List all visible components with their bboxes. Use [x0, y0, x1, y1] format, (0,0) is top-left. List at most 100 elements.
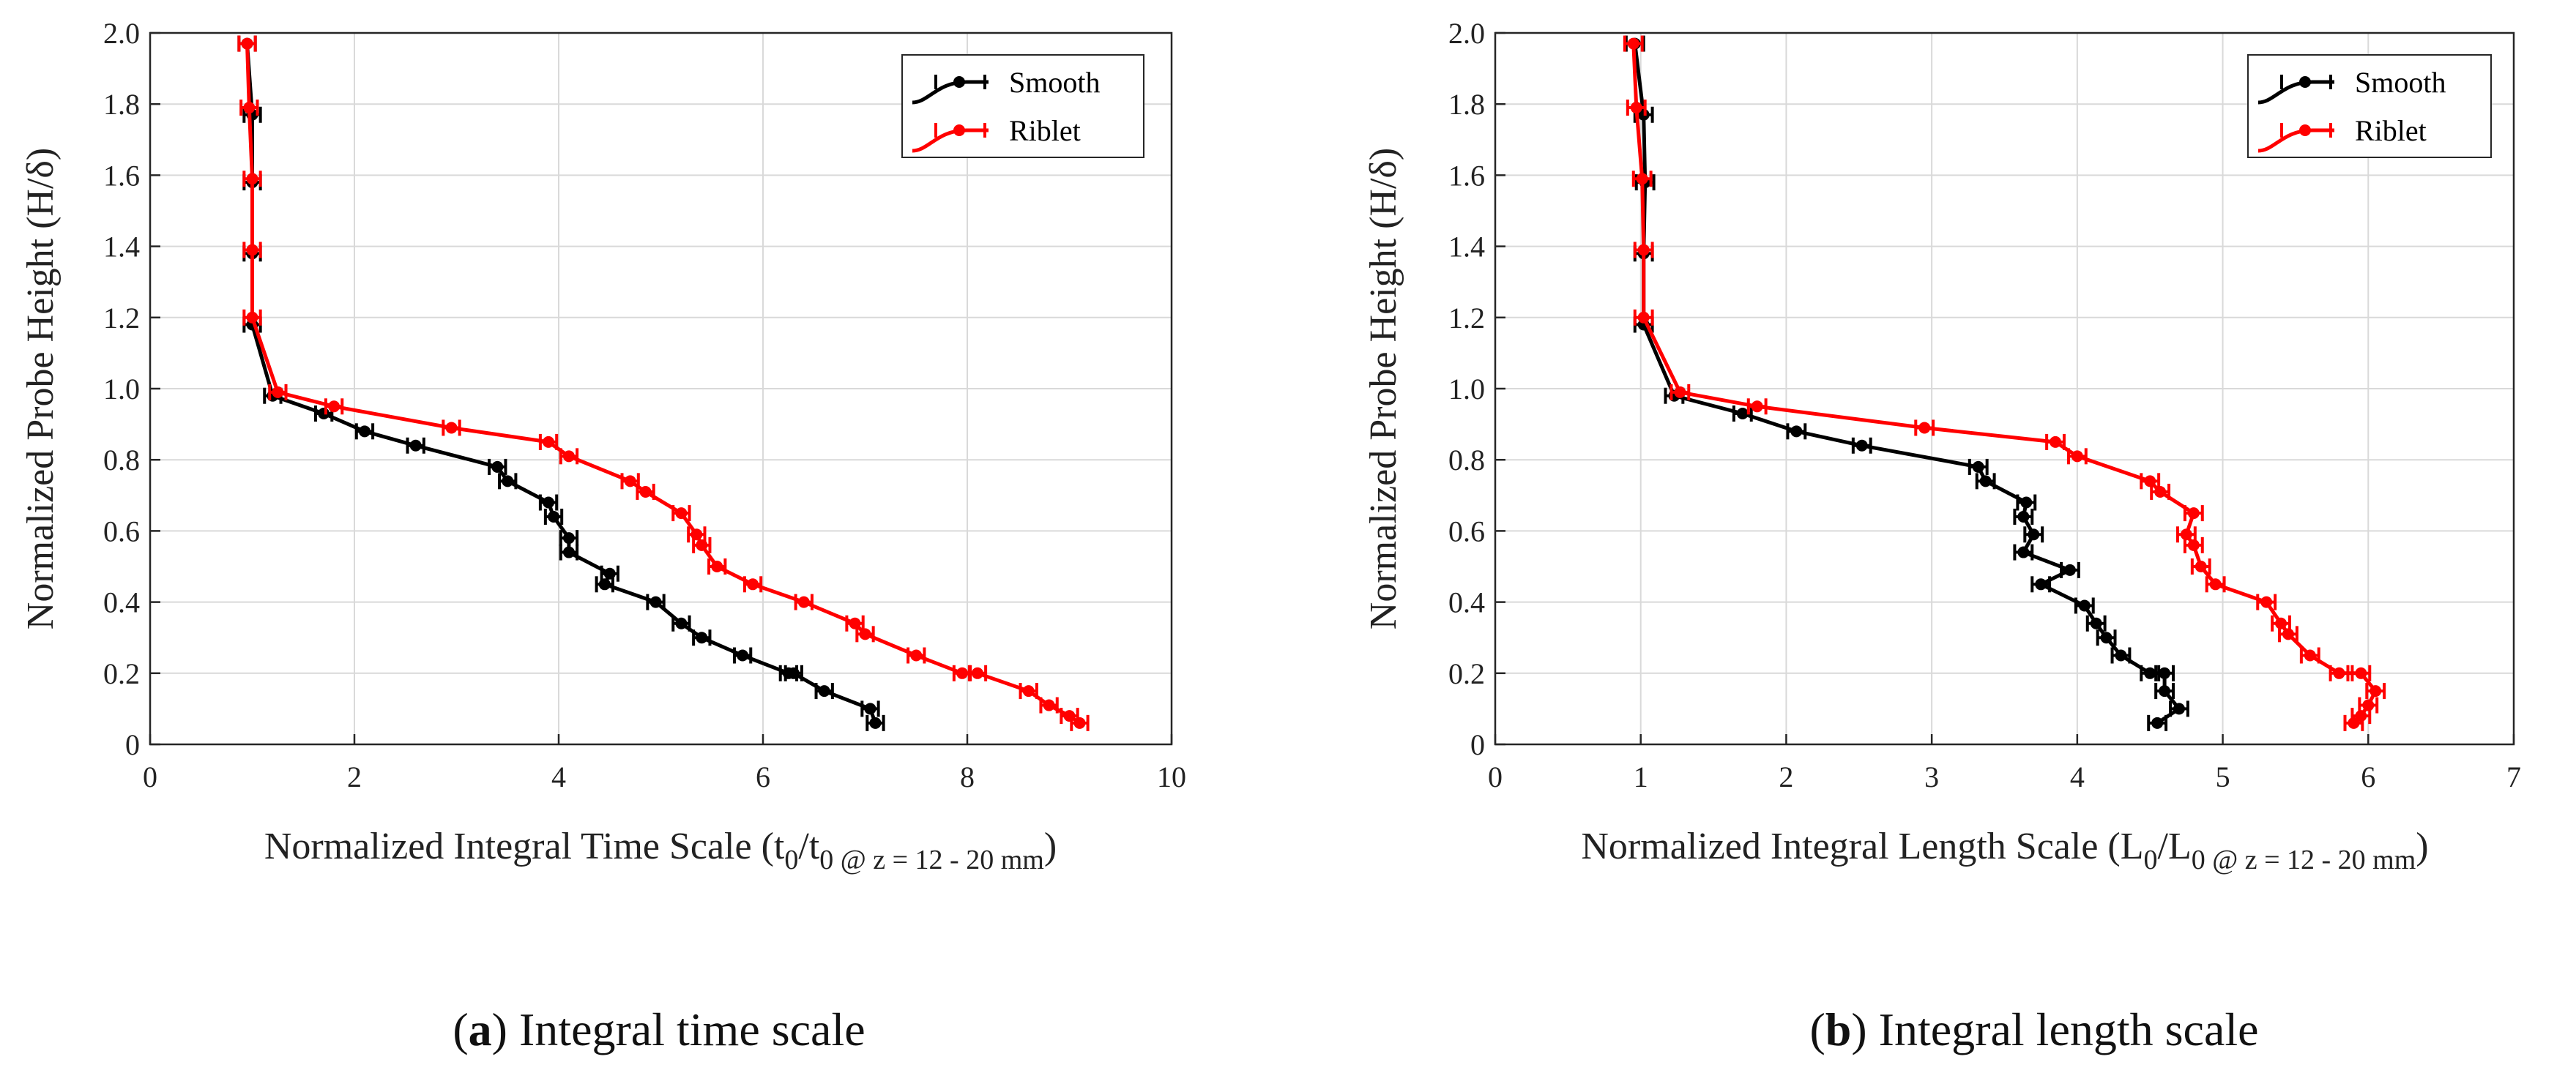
panel-a-smooth-point	[732, 647, 753, 664]
panel-a-riblet-point	[268, 384, 288, 400]
panel-a-x-tick-label: 6	[756, 760, 770, 793]
panel-a-series	[237, 35, 1090, 731]
panel-b-y-tick-label: 1.4	[1448, 231, 1485, 263]
panel-a-riblet-point	[239, 100, 259, 116]
panel-b-riblet-point	[2365, 683, 2386, 700]
panel-b-x-axis-label: Normalized Integral Length Scale (L0/L0 …	[1581, 826, 2428, 875]
panel-b-riblet-point	[2256, 594, 2277, 610]
panel-b-riblet-point	[2066, 448, 2088, 465]
panel-b-y-ticks: 0 0.2 0.4 0.6 0.8 1.0 1.2 1.4 1.6 1.8 2.0	[1448, 17, 1505, 761]
panel-b-x-tick-label: 5	[2216, 760, 2230, 793]
panel-a-smooth-point	[488, 458, 507, 475]
panel-b-smooth-point	[1975, 473, 1996, 490]
panel-b-smooth-point	[2154, 665, 2175, 681]
panel-a-y-tick-label: 1.0	[103, 373, 140, 405]
panel-b-riblet-point	[2205, 576, 2226, 593]
panel-b-smooth-point	[2016, 494, 2037, 511]
panel-a-y-axis-label: Normalized Probe Height (H/δ)	[20, 148, 62, 629]
panel-a-riblet-point	[967, 665, 988, 681]
panel-b-x-ticks: 0 1 2 3 4 5 6 7	[1488, 734, 2521, 793]
panel-a-smooth-point	[354, 423, 375, 440]
panel-b-riblet-point	[2329, 665, 2350, 681]
panel-b-x-tick-label: 6	[2361, 760, 2375, 793]
panel-a-y-tick-label: 0.8	[103, 444, 140, 476]
panel-b-y-tick-label: 2.0	[1448, 17, 1485, 50]
panel-a-smooth-point	[866, 714, 885, 731]
panel-b-riblet-point	[1631, 171, 1653, 187]
panel-a-y-tick-label: 1.2	[103, 302, 140, 334]
panel-a-x-tick-label: 8	[960, 760, 975, 793]
panel-a-smooth-point	[860, 700, 880, 717]
panel-b-riblet-point	[2175, 526, 2197, 543]
panel-a-smooth-point	[538, 494, 559, 511]
panel-b-x-tick-label: 2	[1779, 760, 1793, 793]
panel-b-smooth-point	[1851, 437, 1872, 454]
panel-a-y-tick-label: 1.6	[103, 159, 140, 192]
panel-b-y-tick-label: 1.2	[1448, 302, 1485, 334]
panel-a-smooth-point	[498, 473, 518, 490]
panel-a-riblet-point	[742, 576, 763, 593]
panel-b-riblet-point	[1623, 35, 1644, 52]
panel-b-riblet-point	[1914, 419, 1935, 436]
panel-b-riblet-point	[2343, 714, 2364, 731]
panel-b-x-tick-label: 4	[2070, 760, 2085, 793]
panel-b-riblet-point	[2183, 536, 2204, 553]
panel-b-smooth-point	[1786, 423, 1807, 440]
panel-a: 0 2 4 6 8 10 00.20.40.60.81.01.21.41.61.82.0 …	[20, 17, 1186, 1055]
panel-a-smooth-point	[692, 629, 712, 646]
panel-a-legend-smooth-label: Smooth	[1009, 66, 1100, 99]
panel-a-y-tick-label: 1.8	[103, 88, 140, 121]
panel-a-smooth-line	[245, 43, 877, 724]
panel-a-riblet-point	[242, 242, 262, 258]
panel-a-x-tick-label: 10	[1157, 760, 1186, 793]
panel-a-x-tick-label: 0	[143, 760, 157, 793]
panel-a-smooth-point	[600, 565, 619, 582]
panel-b-y-tick-label: 0.8	[1448, 444, 1485, 476]
panel-b-x-tick-label: 0	[1488, 760, 1503, 793]
panel-b-y-tick-label: 1.8	[1448, 88, 1485, 121]
panel-b-y-tick-label: 0.6	[1448, 515, 1485, 547]
panel-a-riblet-point	[671, 505, 691, 522]
panel-b-smooth-point	[2023, 526, 2044, 543]
panel-b-smooth-point	[2013, 544, 2034, 561]
panel-a-riblet-point	[707, 558, 727, 575]
panel-b-smooth-point	[2059, 561, 2080, 578]
panel-a-x-ticks: 0 2 4 6 8 10	[143, 734, 1186, 793]
panel-a-legend-riblet-label: Riblet	[1009, 114, 1081, 147]
panel-b-x-tick-label: 3	[1924, 760, 1939, 793]
panel-b-smooth-point	[2030, 576, 2052, 593]
panel-b-riblet-point	[1633, 309, 1654, 326]
panel-b-caption: (b) Integral length scale	[1809, 1003, 2258, 1055]
panel-a-riblet-point	[1039, 697, 1059, 714]
panel-a-smooth-point	[646, 594, 666, 610]
panel-b-legend: Smooth Riblet	[2247, 54, 2492, 158]
panel-b-y-tick-label: 1.6	[1448, 159, 1485, 192]
panel-a-x-axis-label: Normalized Integral Time Scale (t0/t0 @ …	[264, 826, 1057, 875]
panel-a-smooth-point	[671, 615, 691, 632]
panel-a-y-tick-label: 0	[125, 728, 140, 761]
panel-b-smooth-point	[2154, 683, 2175, 700]
panel-b-riblet-point	[2358, 697, 2379, 714]
panel-a-riblet-point	[442, 419, 461, 436]
panel-b-legend-riblet: Riblet	[2257, 114, 2427, 153]
panel-b-x-tick-label: 7	[2506, 760, 2521, 793]
panel-b-y-tick-label: 0.2	[1448, 657, 1485, 690]
panel-a-riblet-point	[794, 594, 814, 610]
panel-a-riblet-point	[1070, 714, 1090, 731]
panel-a-x-tick-label: 4	[551, 760, 566, 793]
panel-a-riblet-point	[559, 448, 579, 465]
panel-a-riblet-point	[242, 309, 262, 326]
panel-b-y-axis-label: Normalized Probe Height (H/δ)	[1363, 148, 1404, 629]
panel-a-caption: (a) Integral time scale	[453, 1003, 865, 1055]
panel-b-riblet-point	[1633, 242, 1654, 258]
panel-a-smooth-point	[543, 508, 564, 525]
panel-b-riblet-point	[2190, 558, 2211, 575]
panel-b-smooth-point	[2085, 615, 2107, 632]
panel-b-riblet-point	[2278, 626, 2298, 643]
panel-a-y-tick-label: 2.0	[103, 17, 140, 50]
panel-a-y-tick-label: 0.6	[103, 515, 140, 547]
panel-b-smooth-point	[2096, 629, 2117, 646]
panel-b-riblet-point	[1626, 100, 1647, 116]
panel-b-riblet-point	[2045, 433, 2066, 450]
